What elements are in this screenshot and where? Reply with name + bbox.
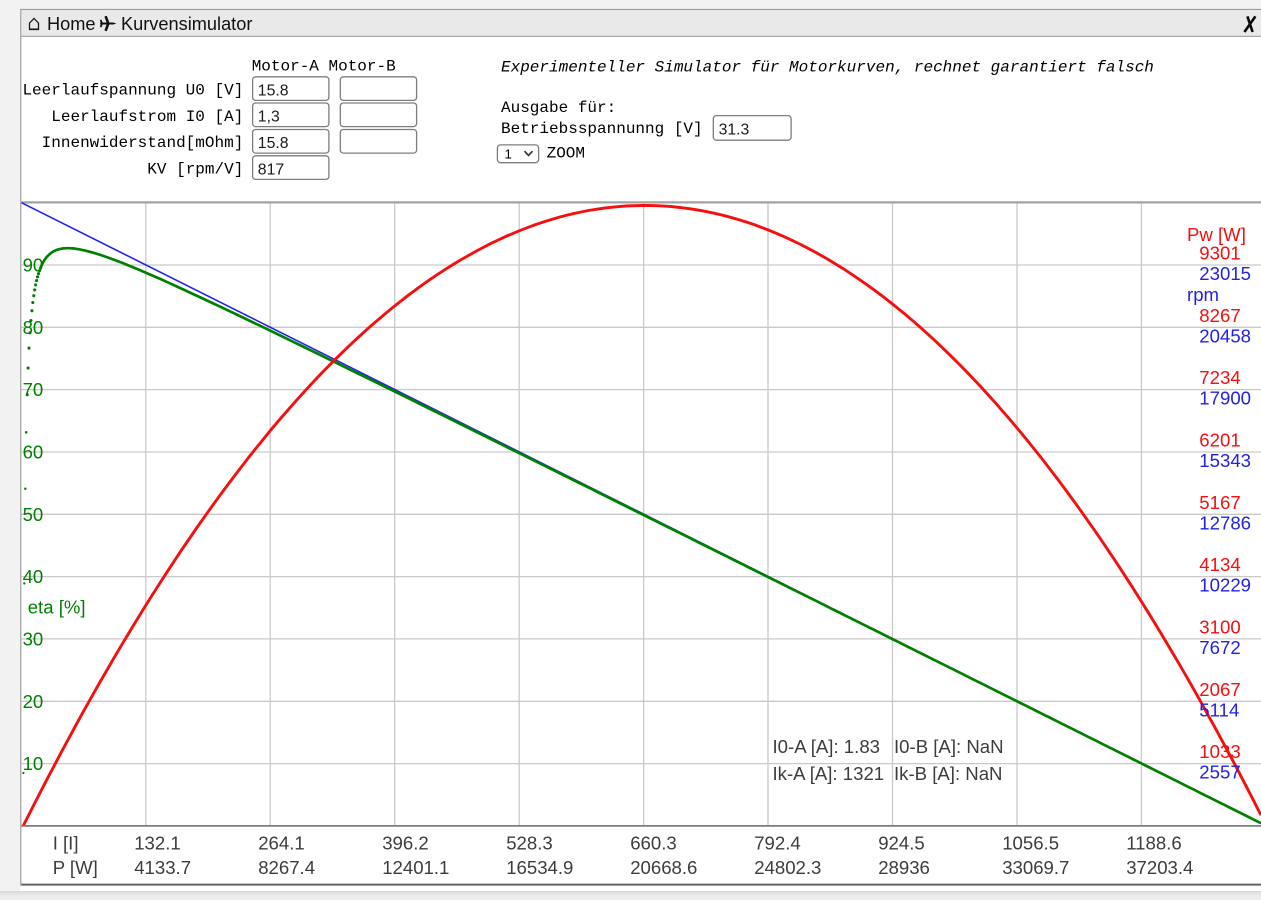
svg-text:Experimenteller Simulator für: Experimenteller Simulator für Motorkurve…	[501, 58, 1154, 76]
svg-text:9301: 9301	[1199, 243, 1240, 264]
svg-text:24802.3: 24802.3	[754, 857, 821, 878]
svg-text:2067: 2067	[1199, 679, 1240, 700]
svg-text:23015: 23015	[1199, 263, 1251, 284]
svg-text:rpm: rpm	[1187, 284, 1219, 305]
svg-text:792.4: 792.4	[754, 833, 801, 854]
svg-text:31.3: 31.3	[719, 122, 750, 139]
svg-text:924.5: 924.5	[878, 833, 925, 854]
svg-text:33069.7: 33069.7	[1002, 857, 1069, 878]
svg-text:Ik-A [A]: 1321: Ik-A [A]: 1321	[773, 763, 885, 784]
svg-text:28936: 28936	[878, 857, 930, 878]
svg-text:16534.9: 16534.9	[506, 857, 573, 878]
svg-text:30: 30	[23, 629, 44, 650]
svg-text:P [W]: P [W]	[53, 857, 98, 878]
svg-text:20668.6: 20668.6	[630, 857, 697, 878]
svg-text:1056.5: 1056.5	[1002, 833, 1059, 854]
svg-text:132.1: 132.1	[134, 833, 181, 854]
svg-text:20: 20	[23, 691, 44, 712]
svg-text:5114: 5114	[1199, 699, 1239, 720]
svg-text:Kurvensimulator: Kurvensimulator	[121, 14, 252, 34]
svg-text:17900: 17900	[1199, 388, 1251, 409]
svg-text:6201: 6201	[1199, 430, 1240, 451]
svg-text:37203.4: 37203.4	[1126, 857, 1193, 878]
svg-text:I0-B [A]: NaN: I0-B [A]: NaN	[894, 736, 1004, 757]
svg-text:4133.7: 4133.7	[134, 857, 191, 878]
svg-text:8267: 8267	[1199, 305, 1240, 326]
svg-text:Betriebsspannunng [V]: Betriebsspannunng [V]	[501, 120, 703, 138]
svg-text:eta [%]: eta [%]	[28, 597, 86, 618]
svg-text:Home: Home	[47, 14, 96, 34]
svg-text:10: 10	[23, 753, 44, 774]
svg-text:1188.6: 1188.6	[1126, 833, 1182, 854]
svg-text:1,3: 1,3	[258, 109, 280, 126]
svg-text:12401.1: 12401.1	[382, 857, 449, 878]
svg-text:I [I]: I [I]	[53, 833, 79, 854]
svg-text:15343: 15343	[1199, 450, 1251, 471]
svg-text:70: 70	[23, 379, 44, 400]
svg-text:264.1: 264.1	[258, 833, 305, 854]
svg-text:660.3: 660.3	[630, 833, 677, 854]
svg-text:4134: 4134	[1199, 554, 1240, 575]
svg-text:1033: 1033	[1199, 741, 1240, 762]
svg-text:15.8: 15.8	[258, 135, 289, 152]
svg-text:60: 60	[23, 442, 44, 463]
svg-text:Ik-B [A]: NaN: Ik-B [A]: NaN	[894, 763, 1003, 784]
svg-text:KV [rpm/V]: KV [rpm/V]	[147, 160, 243, 178]
svg-text:Motor-A Motor-B: Motor-A Motor-B	[252, 58, 396, 76]
svg-text:15.8: 15.8	[258, 82, 289, 99]
svg-text:Pw [W]: Pw [W]	[1187, 224, 1246, 245]
svg-text:3100: 3100	[1199, 617, 1240, 638]
svg-text:20458: 20458	[1199, 325, 1251, 346]
svg-text:Ausgabe für:: Ausgabe für:	[501, 99, 616, 117]
svg-text:8267.4: 8267.4	[258, 857, 315, 878]
svg-text:ZOOM: ZOOM	[547, 145, 585, 163]
svg-text:10229: 10229	[1199, 575, 1251, 596]
svg-text:I0-A [A]: 1.83: I0-A [A]: 1.83	[773, 736, 881, 757]
svg-text:Leerlaufstrom I0 [A]: Leerlaufstrom I0 [A]	[51, 108, 243, 126]
svg-text:5167: 5167	[1199, 492, 1240, 513]
svg-text:80: 80	[23, 317, 44, 338]
svg-text:40: 40	[23, 566, 44, 587]
svg-text:1: 1	[505, 146, 512, 161]
svg-text:528.3: 528.3	[506, 833, 553, 854]
svg-text:396.2: 396.2	[382, 833, 429, 854]
svg-text:90: 90	[23, 255, 44, 276]
svg-text:817: 817	[258, 161, 284, 178]
svg-text:7672: 7672	[1199, 637, 1240, 658]
svg-text:Leerlaufspannung U0 [V]: Leerlaufspannung U0 [V]	[22, 81, 243, 99]
svg-text:2557: 2557	[1199, 762, 1240, 783]
svg-text:50: 50	[23, 504, 44, 525]
svg-text:7234: 7234	[1199, 367, 1240, 388]
svg-text:Innenwiderstand[mOhm]: Innenwiderstand[mOhm]	[42, 134, 244, 152]
svg-text:12786: 12786	[1199, 512, 1251, 533]
